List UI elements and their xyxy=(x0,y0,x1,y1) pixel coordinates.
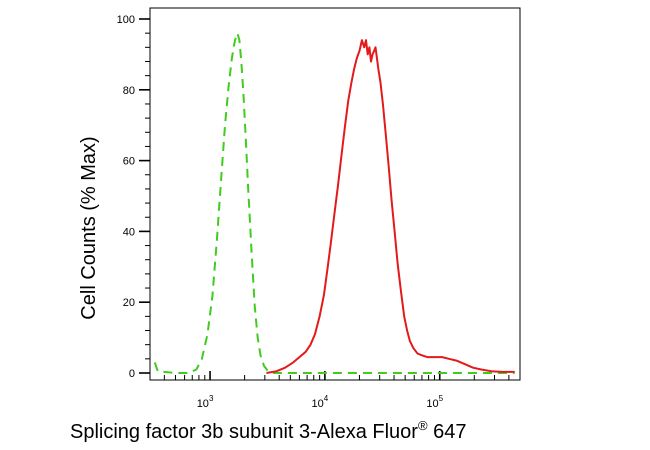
y-tick-label: 60 xyxy=(123,156,135,168)
x-axis-title-tail: 647 xyxy=(428,421,467,443)
y-tick-label: 100 xyxy=(117,14,135,26)
x-tick-exponent: 3 xyxy=(209,394,214,403)
x-axis-title: Splicing factor 3b subunit 3-Alexa Fluor… xyxy=(70,418,467,443)
y-tick-label: 0 xyxy=(129,368,135,380)
y-axis: 0 20 40 60 80 100 xyxy=(117,14,150,380)
x-axis: 103 104 105 xyxy=(149,371,521,410)
y-tick-label: 40 xyxy=(123,226,135,238)
x-tick-label: 103 xyxy=(197,394,214,410)
x-tick-label: 105 xyxy=(426,394,443,410)
y-axis-title: Cell Counts (% Max) xyxy=(78,136,100,319)
plot-frame xyxy=(149,7,521,381)
series-line-2 xyxy=(266,39,515,374)
x-axis-title-main: Splicing factor 3b subunit 3-Alexa Fluor xyxy=(70,421,418,443)
x-tick-base: 10 xyxy=(312,398,324,410)
series-line-1 xyxy=(153,32,515,374)
x-tick-exponent: 4 xyxy=(324,394,329,403)
y-tick-label: 80 xyxy=(123,85,135,97)
x-tick-base: 10 xyxy=(197,398,209,410)
y-tick-label: 20 xyxy=(123,297,135,309)
x-tick-label: 104 xyxy=(312,394,329,410)
registered-mark: ® xyxy=(418,418,428,433)
x-tick-exponent: 5 xyxy=(439,394,444,403)
series-group xyxy=(153,32,515,374)
x-tick-base: 10 xyxy=(426,398,438,410)
